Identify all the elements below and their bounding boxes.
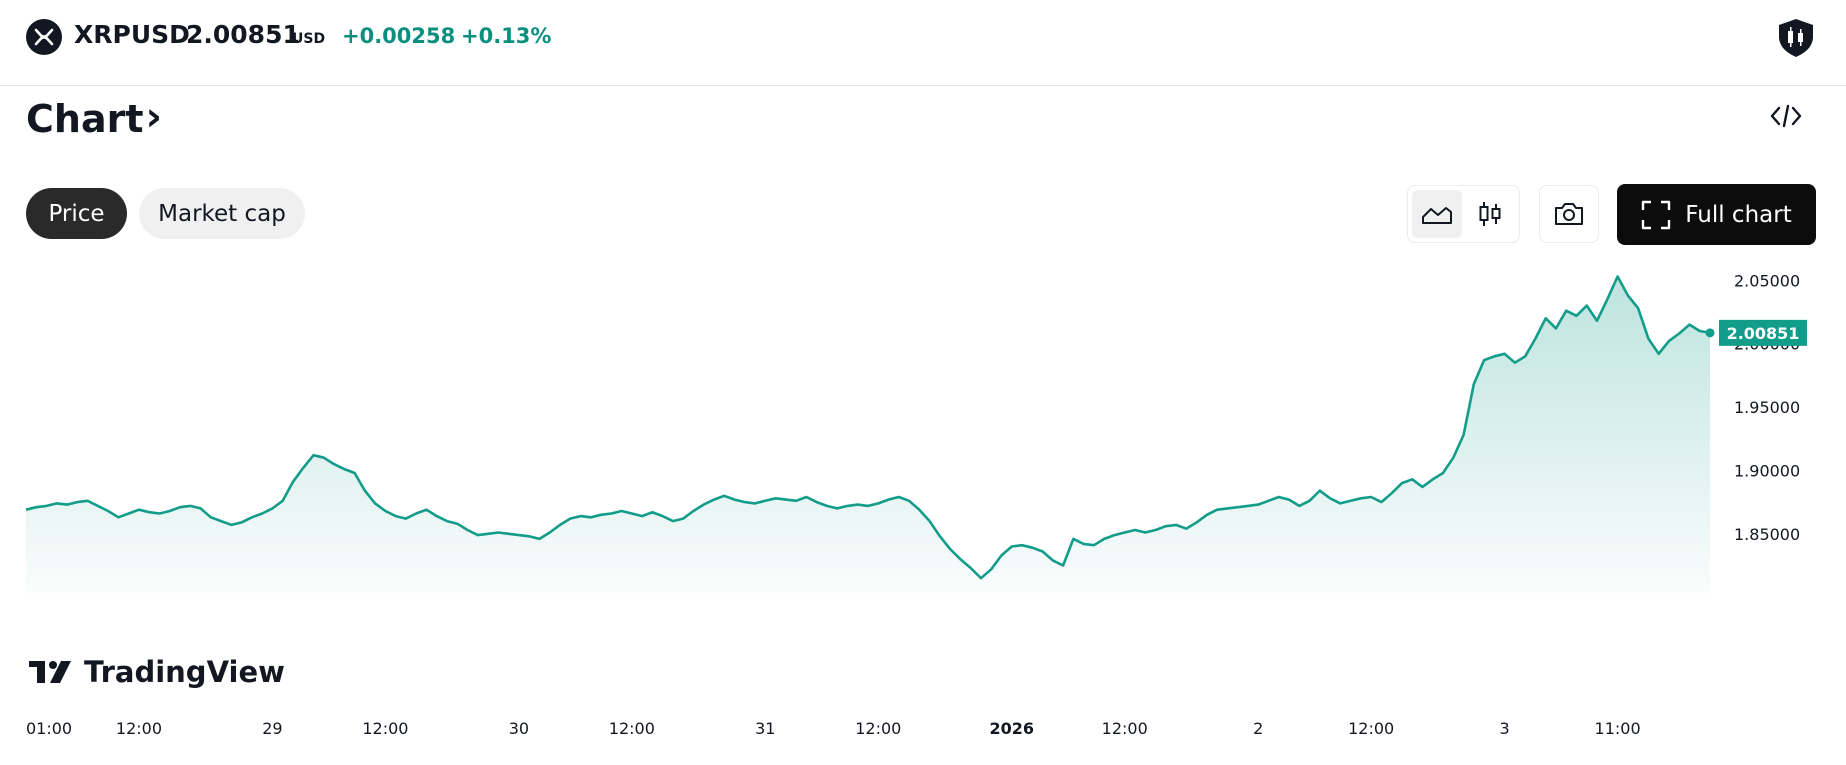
last-price: 2.00851 — [186, 20, 300, 49]
chart-title-link[interactable]: Chart › — [26, 94, 162, 142]
symbol-name: XRPUSD — [74, 20, 190, 49]
time-axis-tick: 12:00 — [116, 719, 162, 738]
full-chart-label: Full chart — [1685, 201, 1792, 228]
time-axis-tick: 2026 — [989, 719, 1034, 738]
embed-code-icon[interactable] — [1770, 103, 1802, 133]
time-axis-tick: 29 — [262, 719, 282, 738]
xrp-logo-icon — [26, 19, 62, 55]
price-axis-tick: 1.85000 — [1734, 525, 1800, 544]
page-title: Chart — [26, 97, 144, 141]
expand-icon — [1642, 200, 1671, 229]
price-change: +0.00258 — [342, 24, 456, 48]
time-axis-tick: 12:00 — [609, 719, 655, 738]
full-chart-button[interactable]: Full chart — [1617, 184, 1816, 245]
price-axis-tick: 1.90000 — [1734, 461, 1800, 480]
currency-label: USD — [292, 31, 326, 47]
camera-icon — [1555, 203, 1583, 225]
time-axis: 01:00 12:00 29 12:00 30 12:00 31 12:00 2026 12:00… — [26, 719, 1641, 738]
watermark-text: TradingView — [84, 655, 285, 689]
time-axis-tick: 31 — [755, 719, 775, 738]
chevron-right-icon: › — [145, 94, 162, 140]
chart-type-group — [1407, 185, 1520, 243]
time-axis-tick: 3 — [1500, 719, 1510, 738]
price-line — [25, 275, 1711, 580]
last-price-label: 2.00851 — [1727, 324, 1800, 343]
price-axis-tick: 2.05000 — [1734, 271, 1800, 290]
tradingview-watermark: TradingView — [29, 655, 285, 689]
area-chart-button[interactable] — [1412, 190, 1462, 238]
area-chart-icon — [1422, 207, 1452, 224]
time-axis-tick: 12:00 — [362, 719, 408, 738]
time-axis-tick: 12:00 — [1348, 719, 1394, 738]
price-axis-tick: 1.95000 — [1734, 398, 1800, 417]
price-change-percent: +0.13% — [461, 24, 552, 48]
time-axis-tick: 12:00 — [855, 719, 901, 738]
candles-chart-button[interactable] — [1465, 190, 1515, 238]
time-axis-tick: 12:00 — [1102, 719, 1148, 738]
time-axis-tick: 30 — [509, 719, 529, 738]
price-toggle-button[interactable]: Price — [26, 188, 127, 239]
snapshot-button[interactable] — [1539, 185, 1599, 243]
time-axis-tick: 11:00 — [1595, 719, 1641, 738]
last-price-marker: 2.00851 — [1705, 319, 1807, 346]
tradingview-badge-icon[interactable] — [1774, 16, 1818, 64]
symbol-header: XRPUSD 2.00851 USD +0.00258 +0.13% — [0, 0, 1846, 86]
time-axis-tick: 2 — [1253, 719, 1263, 738]
candlestick-icon — [1479, 202, 1501, 226]
last-price-label-box — [1719, 319, 1807, 346]
tradingview-logo-icon — [29, 661, 71, 683]
price-area-fill — [26, 276, 1710, 593]
last-price-dot — [1705, 328, 1715, 338]
market-cap-toggle-button[interactable]: Market cap — [139, 188, 305, 239]
time-axis-tick: 01:00 — [26, 719, 72, 738]
